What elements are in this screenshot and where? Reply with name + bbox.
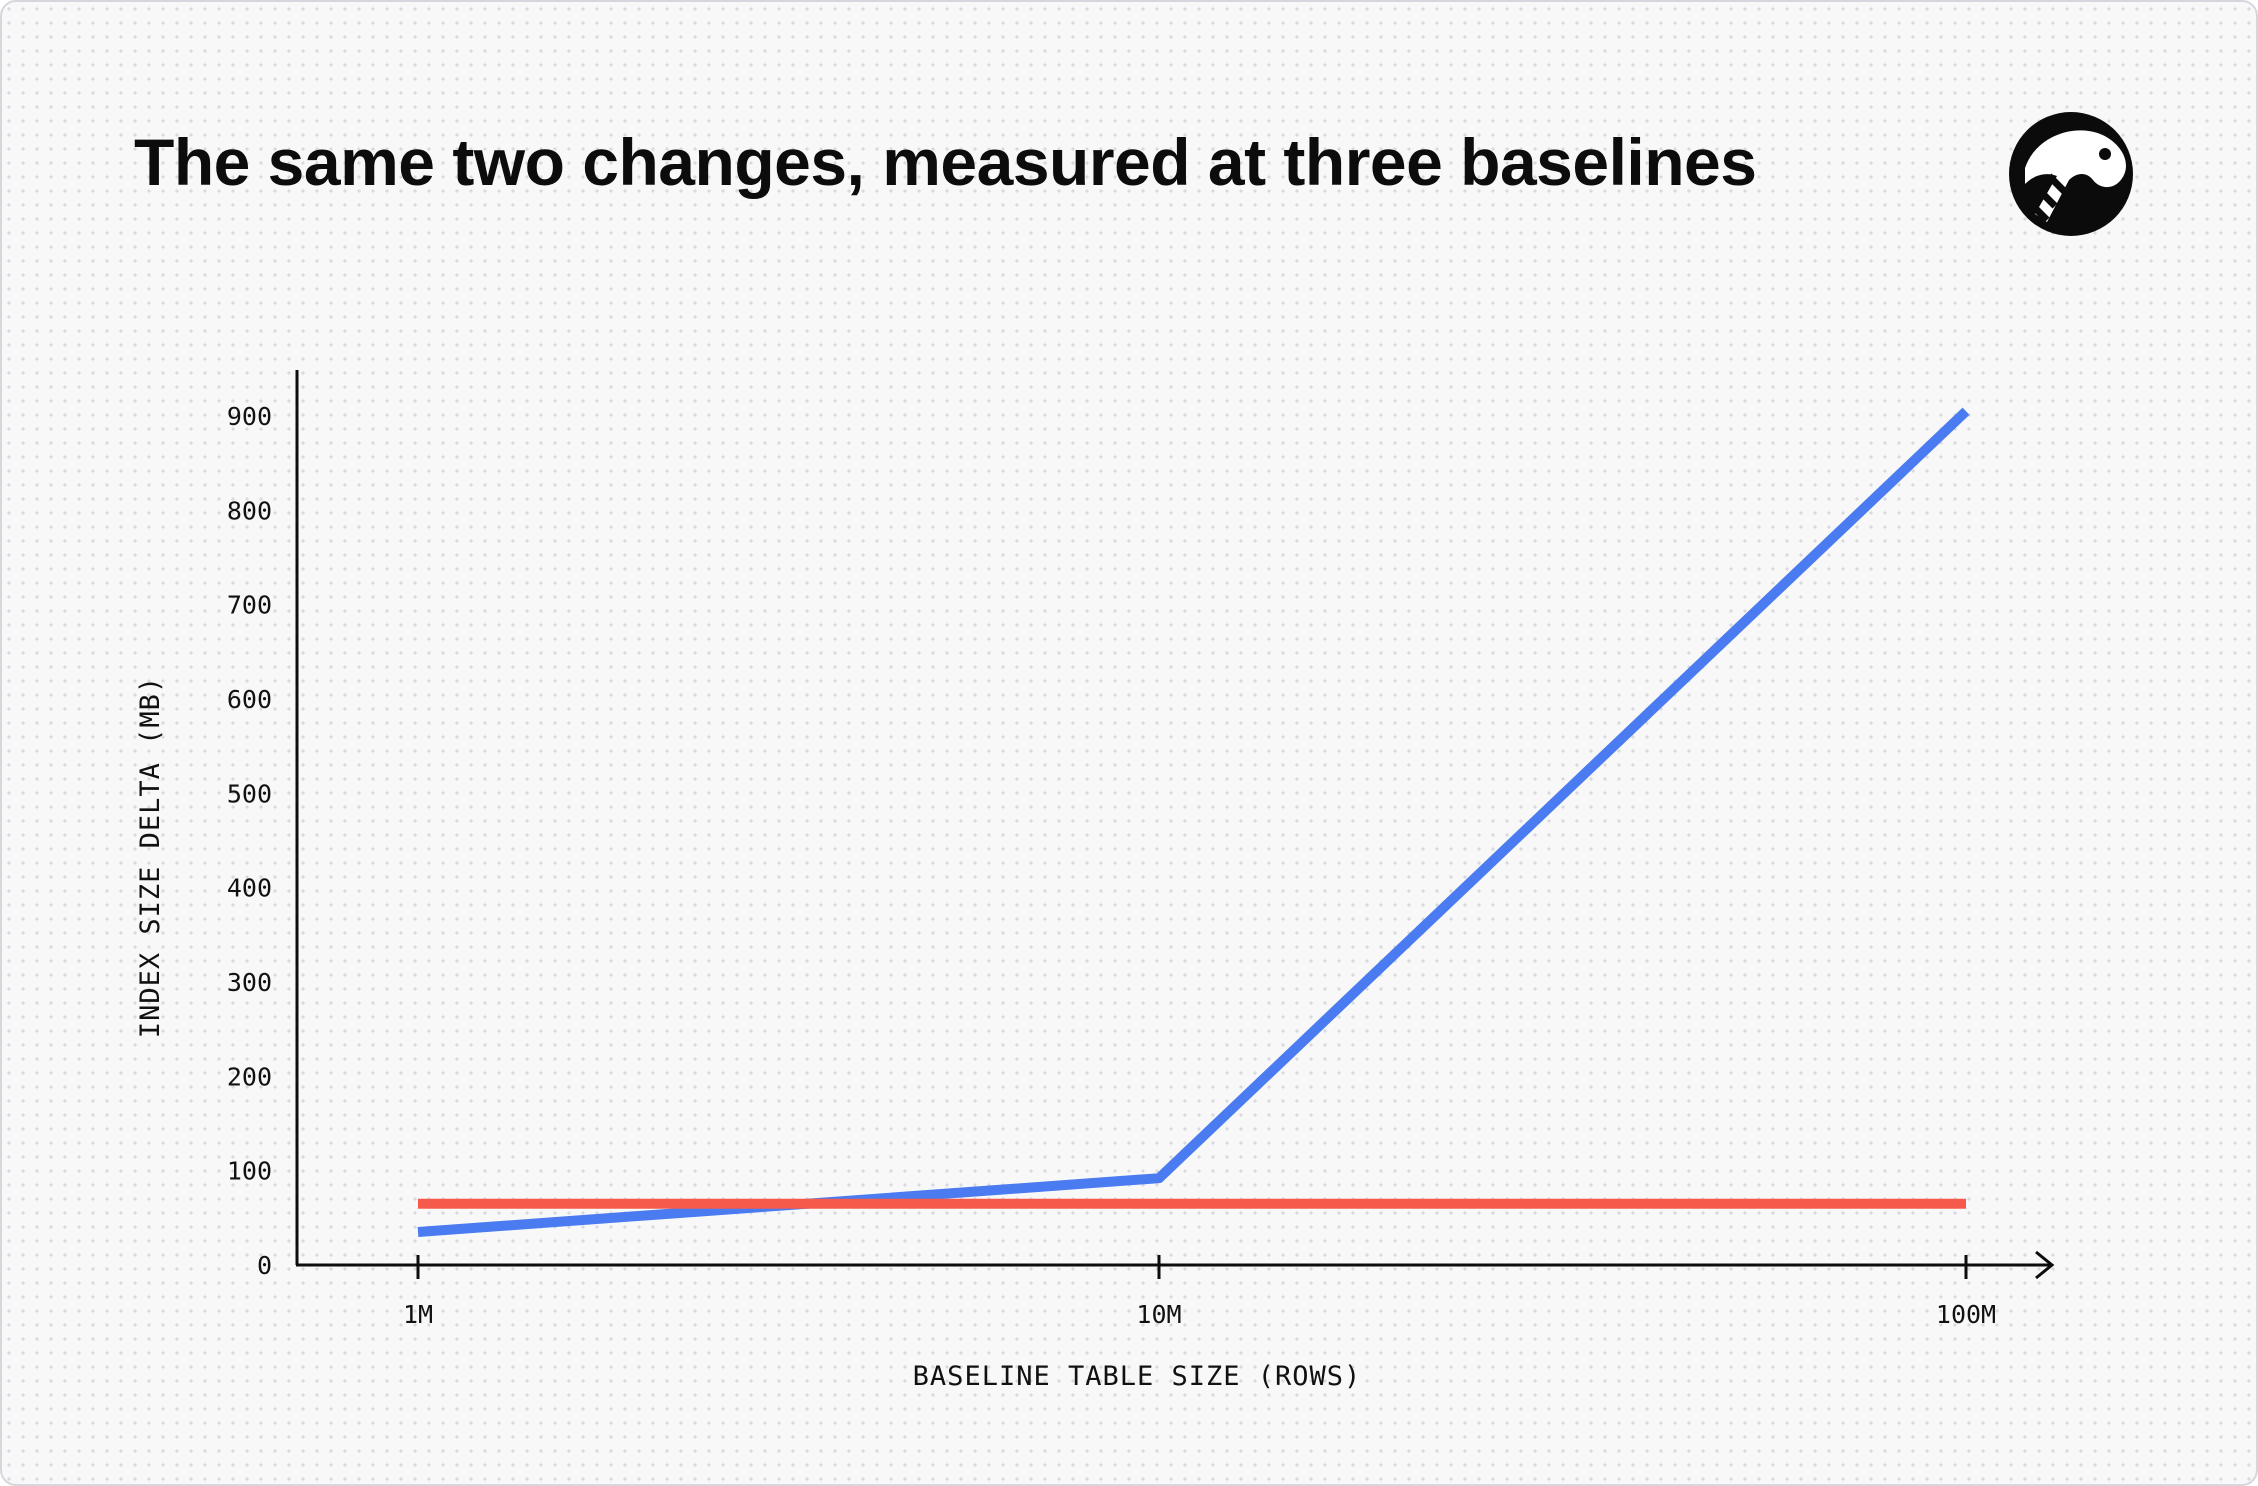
y-tick-label: 100 xyxy=(227,1157,272,1186)
y-tick-label: 0 xyxy=(257,1251,272,1280)
y-tick-label: 600 xyxy=(227,685,272,714)
y-tick-label: 700 xyxy=(227,591,272,620)
creature-head-logo-icon xyxy=(2009,112,2133,236)
x-tick-label: 100M xyxy=(1936,1300,1996,1329)
y-tick-label: 800 xyxy=(227,496,272,525)
data-series xyxy=(417,407,1970,1237)
x-axis-label: BASELINE TABLE SIZE (ROWS) xyxy=(913,1361,1362,1392)
series-line-1 xyxy=(417,407,1970,1237)
y-tick-label: 200 xyxy=(227,1062,272,1091)
x-tick-label: 1M xyxy=(403,1300,433,1329)
x-axis-ticks: 1M 10M 100M xyxy=(403,1255,1996,1329)
y-tick-label: 400 xyxy=(227,874,272,903)
chart-title: The same two changes, measured at three … xyxy=(134,125,1757,199)
y-tick-label: 900 xyxy=(227,402,272,431)
y-tick-label: 500 xyxy=(227,779,272,808)
y-axis-ticks: 0 100 200 300 400 500 600 700 800 900 xyxy=(227,402,272,1280)
y-axis-label: INDEX SIZE DELTA (MB) xyxy=(135,676,166,1038)
x-tick-label: 10M xyxy=(1136,1300,1181,1329)
y-tick-label: 300 xyxy=(227,968,272,997)
x-axis-arrowhead xyxy=(2035,1250,2055,1280)
